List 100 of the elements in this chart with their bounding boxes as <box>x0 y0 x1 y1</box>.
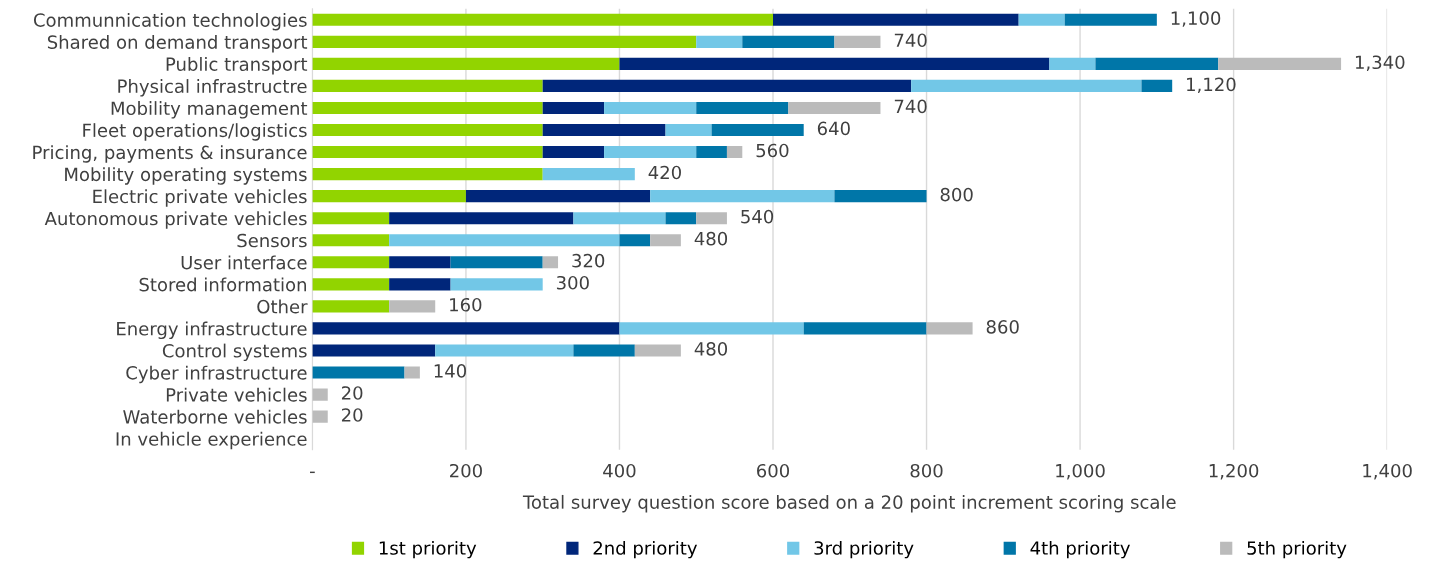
bar <box>573 344 635 357</box>
total-label: 540 <box>741 209 774 224</box>
bar <box>312 123 543 137</box>
y-tick-label: Private vehicles <box>166 387 307 402</box>
y-tick-label: User interface <box>181 255 307 270</box>
bar <box>312 344 436 357</box>
y-tick-label: Other <box>257 299 308 314</box>
y-tick-label: Cyber infrastructure <box>126 365 307 384</box>
bar <box>312 190 466 203</box>
bar <box>803 322 927 335</box>
bar <box>696 35 743 48</box>
y-tick-label: Shared on demand transport <box>47 34 308 53</box>
total-label: 1,100 <box>1171 11 1221 27</box>
bar <box>1064 13 1157 26</box>
bar <box>435 344 574 357</box>
bar <box>450 278 543 291</box>
bar <box>312 300 390 313</box>
bar <box>312 388 328 401</box>
y-tick-label: Stored information <box>139 277 306 292</box>
bar <box>726 146 743 159</box>
y-tick-label: Electric private vehicles <box>93 189 307 207</box>
bar <box>619 234 651 247</box>
bar <box>634 344 681 357</box>
y-tick-label: Mobility operating systems <box>65 167 307 185</box>
bar <box>312 79 543 92</box>
y-tick-label: Energy infrastructure <box>117 321 307 340</box>
total-label: 800 <box>940 187 973 202</box>
legend-label: 5th priority <box>1247 540 1347 559</box>
bar <box>312 212 390 225</box>
total-label: 560 <box>756 143 789 158</box>
bar <box>665 123 712 137</box>
bar <box>389 234 620 247</box>
bar <box>1218 57 1342 70</box>
y-tick-label: Control systems <box>162 343 307 362</box>
bar <box>742 35 835 48</box>
total-label: 300 <box>556 275 589 290</box>
bar <box>711 123 804 137</box>
bar <box>773 13 1019 26</box>
bar <box>389 212 574 225</box>
total-label: 480 <box>694 342 728 356</box>
y-tick-label: Pricing, payments & insurance <box>33 145 307 163</box>
total-label: 640 <box>817 121 850 136</box>
bar <box>542 168 635 181</box>
bar <box>573 212 666 225</box>
bar <box>619 57 1050 70</box>
y-tick-label: Physical infrastructre <box>118 79 307 97</box>
bar <box>312 168 543 181</box>
bar <box>465 190 651 203</box>
bar <box>312 35 697 48</box>
x-tick-label: - <box>310 471 315 474</box>
x-tick-label: 1,200 <box>1209 463 1259 480</box>
bar <box>542 79 912 92</box>
bar <box>665 212 697 225</box>
bar <box>404 366 420 379</box>
total-label: 860 <box>986 320 1019 334</box>
x-tick-label: 800 <box>910 463 943 478</box>
legend-label: 4th priority <box>1030 540 1130 559</box>
bar <box>1141 79 1173 92</box>
bar <box>389 256 451 269</box>
bar <box>312 366 405 379</box>
y-tick-label: Waterborne vehicles <box>123 409 307 424</box>
bar <box>1095 57 1219 70</box>
y-tick-label: In vehicle experience <box>116 431 307 450</box>
y-tick-label: Mobility management <box>111 101 308 119</box>
bar <box>1049 57 1096 70</box>
bar <box>650 234 681 247</box>
y-tick-label: Autonomous private vehicles <box>44 211 307 229</box>
bar <box>389 300 436 313</box>
bar <box>619 322 804 335</box>
bar <box>650 190 835 203</box>
bar <box>312 13 773 26</box>
total-label: 1,340 <box>1355 55 1405 71</box>
bar <box>389 278 451 291</box>
total-label: 160 <box>450 297 482 312</box>
x-tick-label: 200 <box>450 463 482 478</box>
bar <box>834 190 927 203</box>
x-tick-label: 400 <box>603 463 636 478</box>
bar <box>834 35 881 48</box>
total-label: 20 <box>341 408 363 422</box>
y-tick-label: Communnication technologies <box>33 12 307 31</box>
total-label: 20 <box>341 386 363 400</box>
total-label: 740 <box>894 33 927 48</box>
bar <box>312 101 543 115</box>
total-label: 480 <box>694 231 728 246</box>
bar <box>542 146 605 159</box>
bar <box>696 101 789 115</box>
bar <box>604 146 697 159</box>
legend-label: 3rd priority <box>814 540 914 559</box>
bar <box>312 322 620 335</box>
y-tick-label: Sensors <box>237 233 307 248</box>
x-tick-label: 600 <box>757 463 790 478</box>
bar <box>312 256 390 269</box>
bar <box>542 123 666 137</box>
bar <box>604 101 697 115</box>
y-tick-label: Fleet operations/logistics <box>83 123 307 141</box>
bar <box>312 234 390 247</box>
x-tick-label: 1,400 <box>1363 463 1412 480</box>
bar <box>542 101 605 115</box>
bar <box>312 410 328 423</box>
bar <box>542 256 559 269</box>
